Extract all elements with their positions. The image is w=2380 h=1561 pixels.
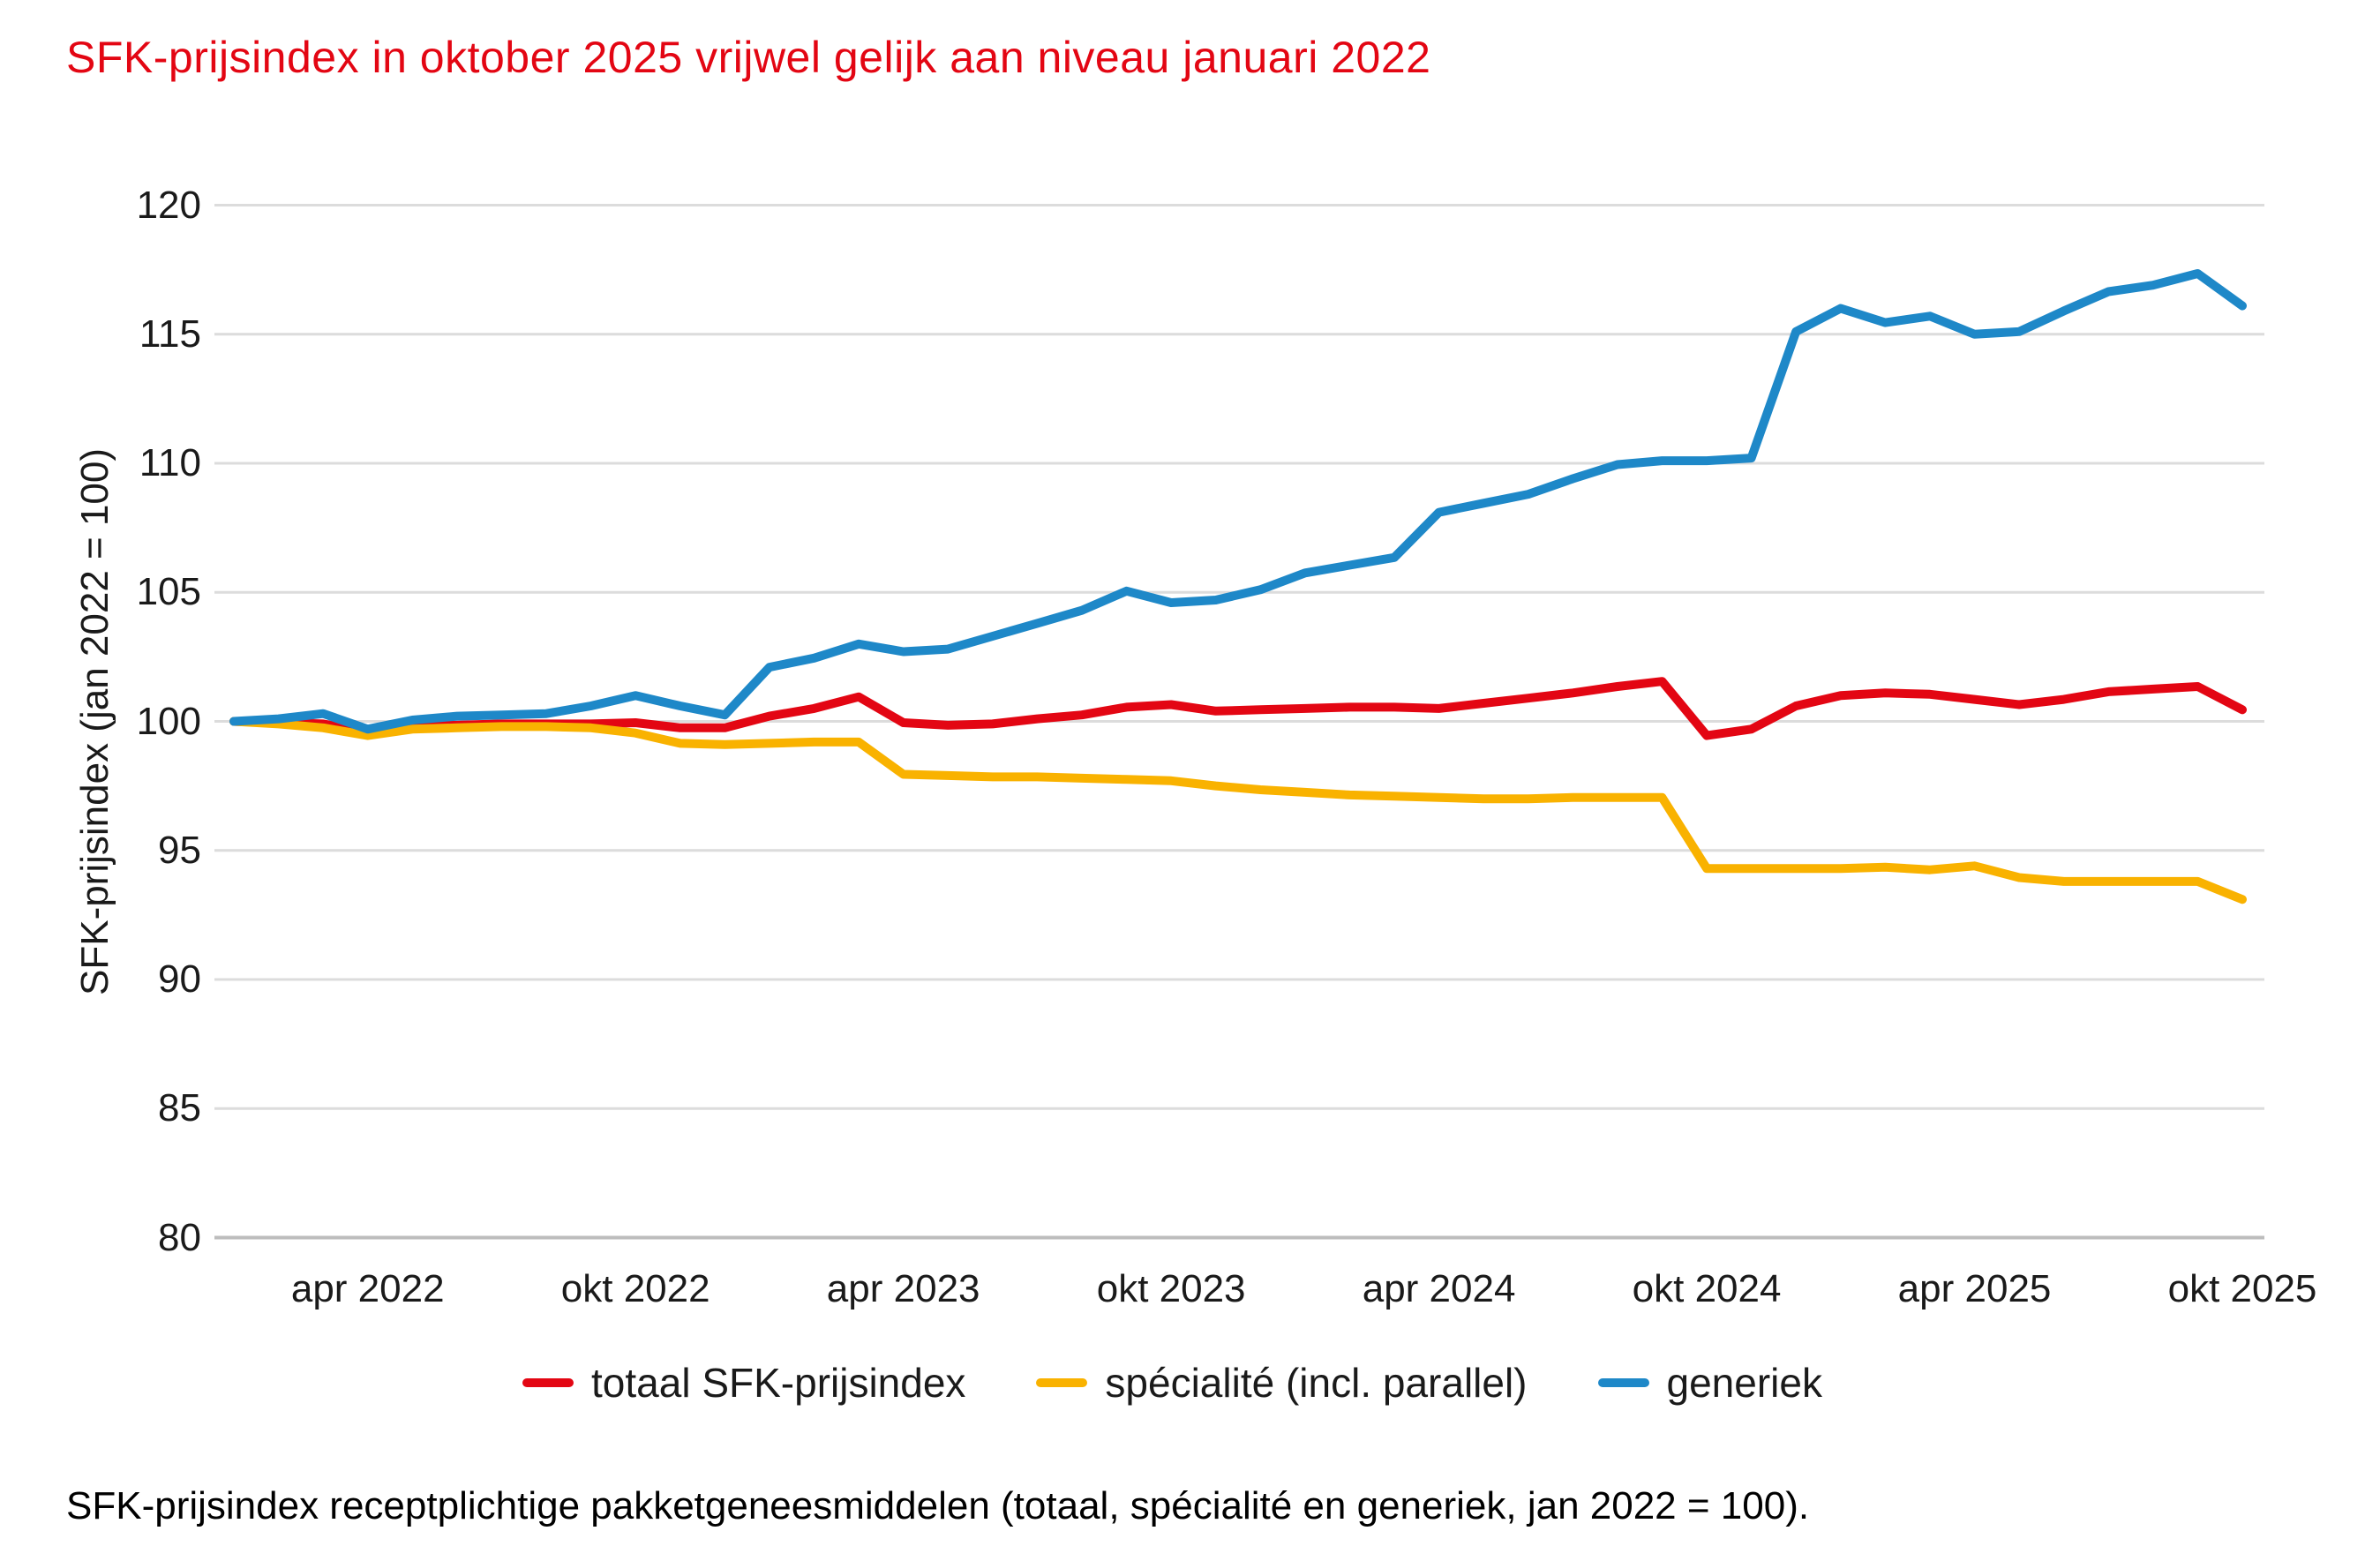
x-tick-label-apr-2023: apr 2023 xyxy=(826,1267,980,1310)
legend-color-dash-icon xyxy=(1597,1378,1649,1387)
legend-label: totaal SFK-prijsindex xyxy=(591,1360,966,1406)
x-tick-label-okt-2022: okt 2022 xyxy=(560,1267,710,1310)
series-line-1 xyxy=(229,717,2247,904)
y-tick-label-120: 120 xyxy=(136,183,201,227)
chart-legend: totaal SFK-prijsindex spécialité (incl. p… xyxy=(0,1359,2345,1407)
x-tick-label-apr-2025: apr 2025 xyxy=(1897,1267,2052,1310)
legend-color-dash-icon xyxy=(1036,1378,1088,1387)
legend-label: spécialité (incl. parallel) xyxy=(1105,1360,1528,1406)
y-tick-label-115: 115 xyxy=(139,311,201,356)
y-tick-label-110: 110 xyxy=(139,441,201,484)
legend-color-dash-icon xyxy=(522,1378,574,1387)
x-tick-label-apr-2022: apr 2022 xyxy=(290,1267,445,1310)
y-tick-label-85: 85 xyxy=(158,1086,201,1130)
series-line-2 xyxy=(229,269,2247,734)
y-tick-label-90: 90 xyxy=(158,957,201,1001)
x-tick-label-apr-2024: apr 2024 xyxy=(1362,1267,1516,1310)
y-tick-label-80: 80 xyxy=(158,1215,201,1259)
legend-label: generiek xyxy=(1666,1360,1822,1406)
y-tick-label-95: 95 xyxy=(158,828,201,872)
x-tick-label-okt-2025: okt 2025 xyxy=(2167,1267,2317,1310)
chart-title: SFK-prijsindex in oktober 2025 vrijwel g… xyxy=(66,33,1431,82)
x-tick-label-okt-2024: okt 2024 xyxy=(1632,1267,1782,1310)
legend-item-2: generiek xyxy=(1597,1359,1822,1407)
legend-item-0: totaal SFK-prijsindex xyxy=(522,1359,965,1407)
legend-item-1: spécialité (incl. parallel) xyxy=(1036,1359,1528,1407)
chart-caption: SFK-prijsindex receptplichtige pakketgen… xyxy=(66,1484,1810,1527)
y-tick-label-105: 105 xyxy=(136,570,201,614)
y-tick-label-100: 100 xyxy=(136,699,201,743)
x-tick-label-okt-2023: okt 2023 xyxy=(1096,1267,1246,1310)
